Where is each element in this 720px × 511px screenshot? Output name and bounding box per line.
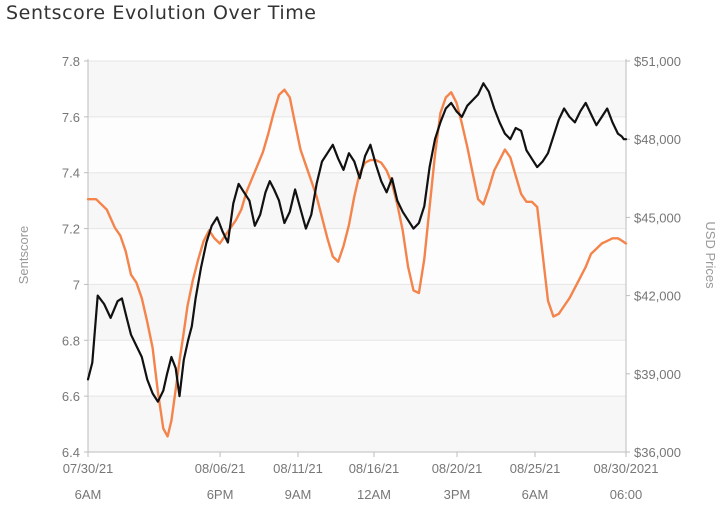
y2-tick-label: $45,000: [634, 210, 681, 225]
background-bands: [88, 61, 626, 452]
y2-tick-label: $39,000: [634, 367, 681, 382]
x-tick-label: 08/06/21: [195, 461, 246, 476]
y-tick-label: 6.6: [62, 389, 80, 404]
y-tick-label: 7.2: [62, 222, 80, 237]
background-band: [88, 116, 626, 173]
axes: [87, 59, 627, 453]
x-tick-label: 08/25/21: [510, 461, 561, 476]
x-axis-ticks: 07/30/21 6AM 08/06/21 6PM 08/11/21 9AM 08/16/2…: [63, 452, 659, 502]
y-axis-title: Sentscore: [16, 226, 31, 285]
x-tick-label-time: 6AM: [522, 487, 549, 502]
x-tick-label: 08/30/2021: [593, 461, 658, 476]
y2-tick-label: $48,000: [634, 132, 681, 147]
y-tick-label: 7.4: [62, 166, 80, 181]
chart-title: Sentscore Evolution Over Time: [6, 2, 317, 24]
y2-tick-label: $42,000: [634, 289, 681, 304]
y-tick-label: 7.8: [62, 54, 80, 69]
sentscore-line: [86, 82, 628, 403]
x-tick-label-time: 6PM: [207, 487, 234, 502]
y2-tick-label: $36,000: [634, 445, 681, 460]
background-band: [88, 284, 626, 341]
y2-axis-title: USD Prices: [703, 221, 718, 289]
y-tick-label: 6.4: [62, 445, 80, 460]
y2-tick-label: $51,000: [634, 54, 681, 69]
x-tick-label-time: 6AM: [75, 487, 102, 502]
x-tick-label: 07/30/21: [63, 461, 114, 476]
x-tick-label-time: 3PM: [444, 487, 471, 502]
background-band: [88, 61, 626, 117]
background-band: [88, 396, 626, 452]
x-tick-label-time: 06:00: [610, 487, 643, 502]
y-tick-label: 7: [73, 277, 80, 292]
y2-axis-ticks: $51,000 $48,000 $45,000 $42,000 $39,000 $36,0…: [626, 54, 681, 460]
y-axis-ticks: 7.8 7.6 7.4 7.2 7 6.8 6.6 6.4: [62, 54, 88, 460]
x-tick-label: 08/16/21: [349, 461, 400, 476]
y-tick-label: 6.8: [62, 333, 80, 348]
series-lines: [86, 82, 628, 438]
usd-price-line: [86, 88, 628, 438]
x-tick-label-time: 12AM: [357, 487, 391, 502]
x-tick-label: 08/20/21: [432, 461, 483, 476]
background-band: [88, 228, 626, 285]
x-tick-label-time: 9AM: [285, 487, 312, 502]
x-tick-label: 08/11/21: [273, 461, 323, 476]
y-tick-label: 7.6: [62, 110, 80, 125]
